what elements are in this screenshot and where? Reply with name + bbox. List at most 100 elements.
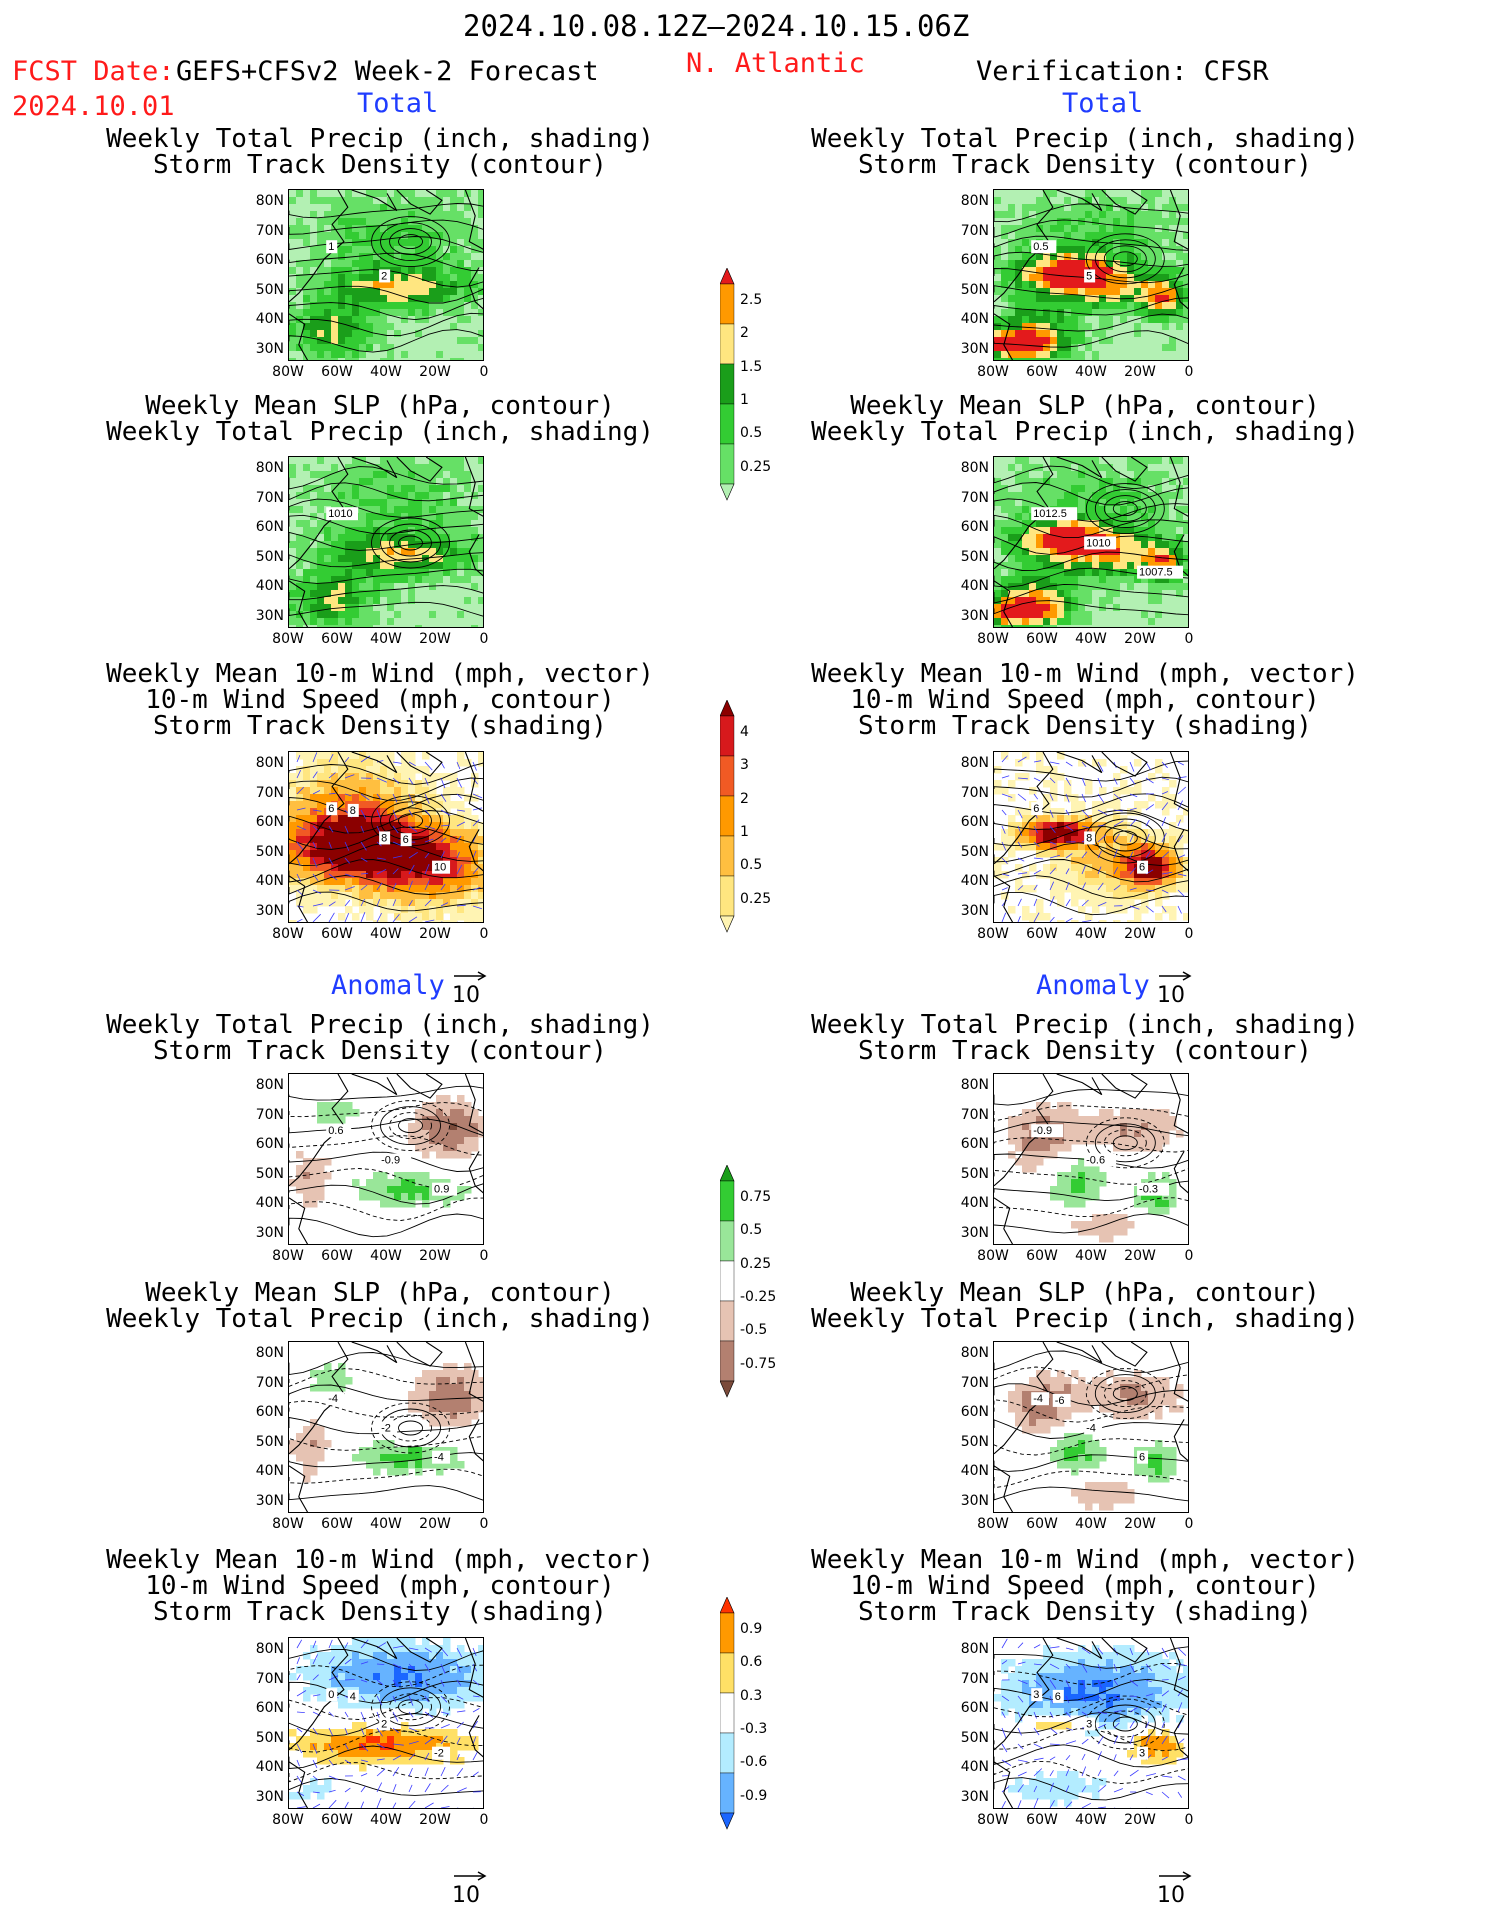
shading-cell: [1092, 1179, 1100, 1187]
shading-cell: [296, 190, 304, 198]
shading-cell: [303, 618, 311, 626]
shading-cell: [296, 225, 304, 233]
shading-cell: [1057, 885, 1065, 893]
shading-cell: [352, 218, 360, 226]
shading-cell: [1071, 625, 1079, 627]
wind-vector: [1017, 872, 1028, 875]
shading-cell: [415, 843, 423, 851]
shading-cell: [478, 358, 483, 360]
shading-cell: [1183, 913, 1188, 921]
shading-cell: [436, 1123, 444, 1131]
shading-cell: [1162, 253, 1170, 261]
shading-cell: [310, 794, 318, 802]
shading-cell: [1113, 562, 1121, 570]
shading-cell: [1169, 457, 1177, 465]
shading-cell: [338, 246, 346, 254]
shading-cell: [1001, 569, 1009, 577]
coastline: [994, 580, 1014, 627]
shading-cell: [1008, 281, 1016, 289]
shading-cell: [1085, 232, 1093, 240]
shading-cell: [1176, 1130, 1184, 1138]
lon-tick-label: 60W: [321, 926, 353, 942]
shading-cell: [1134, 295, 1142, 303]
shading-cell: [1001, 260, 1009, 268]
shading-cell: [1176, 457, 1184, 465]
shading-cell: [366, 611, 374, 619]
shading-cell: [289, 583, 297, 591]
contour-label: 0.9: [434, 1184, 449, 1196]
shading-cell: [415, 239, 423, 247]
shading-cell: [1155, 246, 1163, 254]
shading-cell: [338, 759, 346, 767]
shading-cell: [1050, 871, 1058, 879]
shading-cell: [471, 464, 479, 472]
shading-cell: [1043, 358, 1051, 360]
shading-cell: [1120, 197, 1128, 205]
shading-cell: [401, 597, 409, 605]
shading-cell: [1155, 885, 1163, 893]
shading-cell: [429, 309, 437, 317]
shading-cell: [457, 288, 465, 296]
shading-cell: [422, 309, 430, 317]
shading-cell: [1071, 464, 1079, 472]
shading-cell: [1001, 534, 1009, 542]
shading-cell: [450, 281, 458, 289]
shading-cell: [415, 358, 423, 360]
shading-cell: [352, 471, 360, 479]
shading-cell: [1050, 344, 1058, 352]
shading-cell: [1169, 527, 1177, 535]
shading-cell: [464, 850, 472, 858]
shading-cell: [443, 534, 451, 542]
shading-cell: [1078, 850, 1086, 858]
wind-vector: [1081, 920, 1092, 922]
shading-cell: [1085, 337, 1093, 345]
contour-label: 5: [1086, 270, 1092, 282]
shading-cell: [1071, 576, 1079, 584]
shading-cell: [436, 590, 444, 598]
wind-vector: [1081, 809, 1090, 818]
coastline: [468, 534, 483, 577]
shading-cell: [310, 499, 318, 507]
shading-cell: [296, 576, 304, 584]
lon-tick-label: 0: [479, 631, 489, 647]
shading-cell: [359, 499, 367, 507]
shading-cell: [1134, 843, 1142, 851]
shading-cell: [1064, 492, 1072, 500]
shading-cell: [450, 302, 458, 310]
shading-cell: [1071, 920, 1079, 922]
shading-cell: [296, 344, 304, 352]
shading-cell: [345, 204, 353, 212]
shading-cell: [1141, 583, 1149, 591]
shading-cell: [317, 794, 325, 802]
shading-cell: [324, 260, 332, 268]
wind-vector: [408, 864, 415, 875]
shading-cell: [1085, 787, 1093, 795]
contour-line: [994, 1088, 1188, 1106]
shading-cell: [422, 499, 430, 507]
contour-line: [289, 777, 483, 801]
shading-cell: [310, 590, 318, 598]
shading-cell: [345, 555, 353, 563]
shading-cell: [471, 506, 479, 514]
shading-cell: [352, 773, 360, 781]
shading-cell: [401, 752, 409, 760]
shading-cell: [324, 295, 332, 303]
shading-cell: [1092, 906, 1100, 914]
shading-cell: [464, 836, 472, 844]
shading-cell: [464, 506, 472, 514]
shading-cell: [1169, 330, 1177, 338]
shading-cell: [331, 562, 339, 570]
shading-cell: [310, 527, 318, 535]
shading-cell: [443, 1151, 451, 1159]
shading-cell: [1036, 520, 1044, 528]
shading-cell: [303, 211, 311, 219]
shading-cell: [429, 288, 437, 296]
shading-cell: [1043, 232, 1051, 240]
lon-tick-label: 60W: [321, 631, 353, 647]
shading-cell: [1008, 302, 1016, 310]
shading-cell: [289, 232, 297, 240]
shading-cell: [289, 555, 297, 563]
shading-cell: [1092, 471, 1100, 479]
wind-vector: [296, 755, 301, 763]
shading-cell: [1001, 197, 1009, 205]
